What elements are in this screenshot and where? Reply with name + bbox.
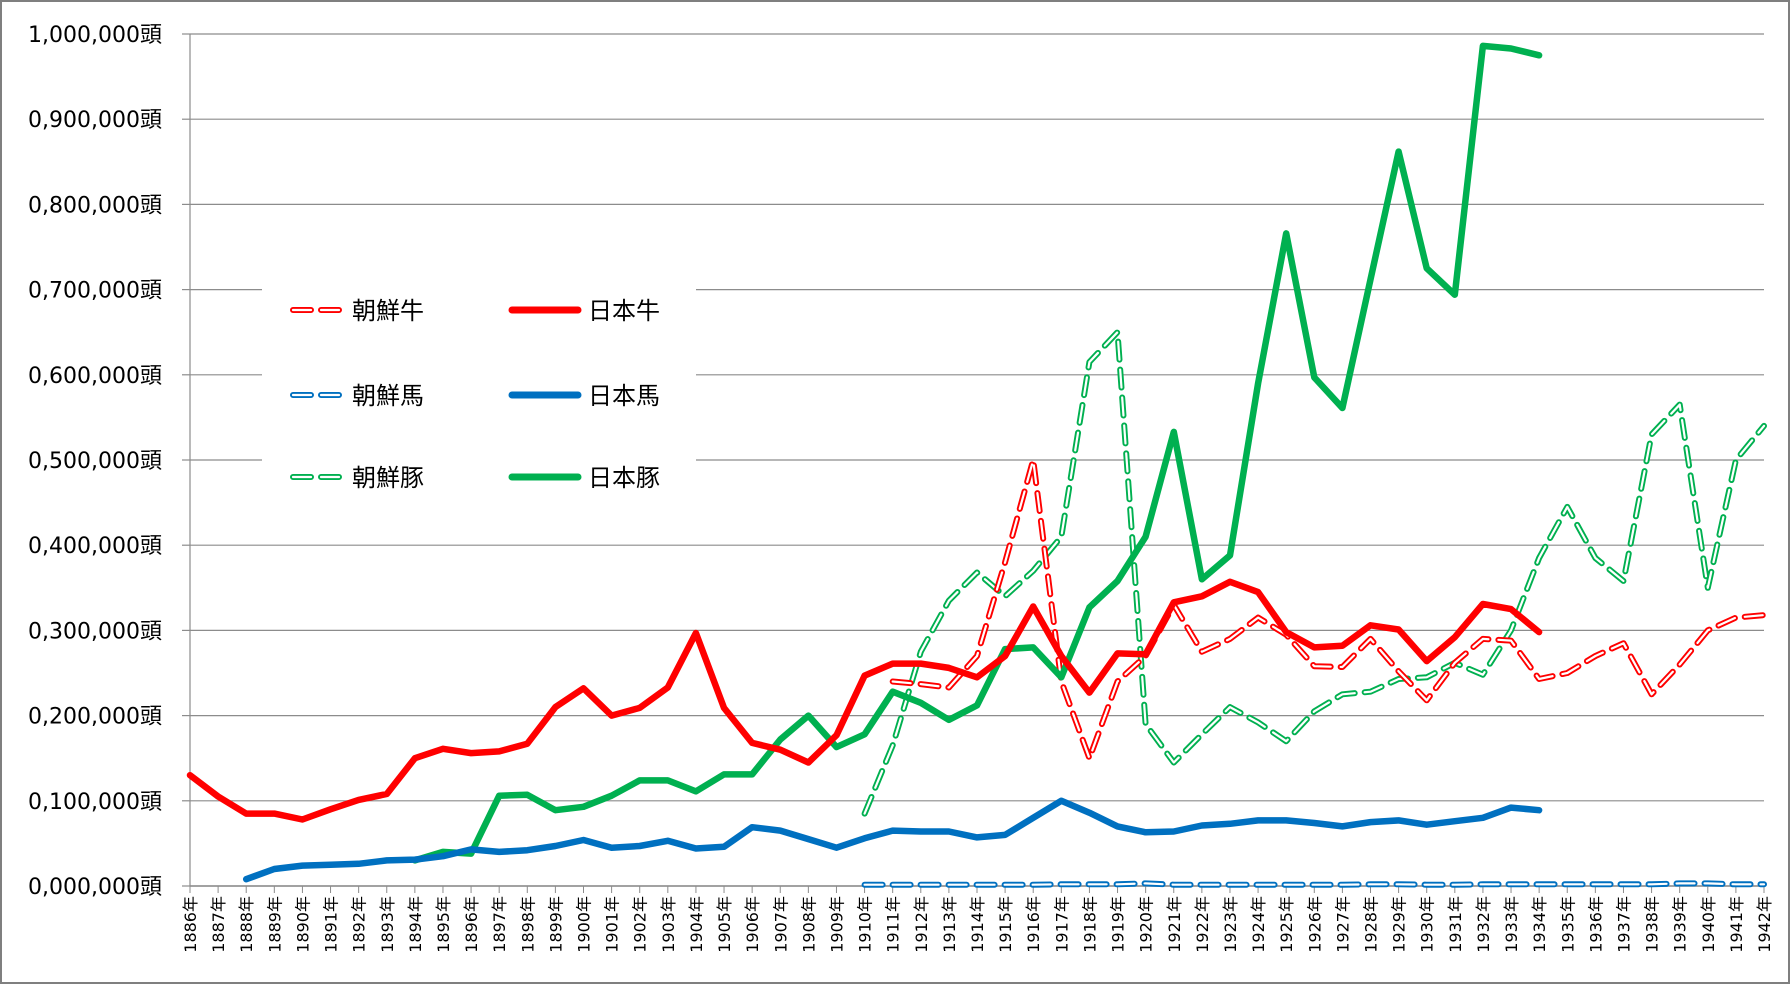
legend-label-5: 日本豚 <box>588 464 660 492</box>
x-tick-label-21: 1907年 <box>771 896 790 953</box>
x-tick-label-14: 1900年 <box>575 896 594 953</box>
series-2 <box>861 880 1767 888</box>
series-3 <box>242 797 1543 883</box>
x-tick-label-9: 1895年 <box>434 896 453 953</box>
x-tick-label-10: 1896年 <box>462 896 481 953</box>
x-tick-label-2: 1888年 <box>237 896 256 953</box>
x-tick-label-41: 1927年 <box>1333 896 1352 953</box>
x-tick-label-45: 1931年 <box>1446 896 1465 953</box>
x-tick-label-35: 1921年 <box>1165 896 1184 953</box>
legend-label-2: 朝鮮馬 <box>352 382 424 410</box>
x-tick-label-44: 1930年 <box>1418 896 1437 953</box>
x-tick-label-15: 1901年 <box>603 896 622 953</box>
legend-label-3: 日本馬 <box>588 382 660 410</box>
x-tick-label-48: 1934年 <box>1530 896 1549 953</box>
series-1 <box>186 578 1543 823</box>
x-tick-label-18: 1904年 <box>687 896 706 953</box>
x-tick-label-38: 1924年 <box>1249 896 1268 953</box>
legend-item-2: 朝鮮馬 <box>290 382 424 410</box>
x-tick-label-12: 1898年 <box>518 896 537 953</box>
x-tick-label-0: 1886年 <box>181 896 200 953</box>
y-tick-label-10: 1,000,000頭 <box>28 23 162 48</box>
x-tick-label-26: 1912年 <box>912 896 931 953</box>
y-tick-label-1: 0,100,000頭 <box>28 790 162 815</box>
series-4 <box>861 329 1767 817</box>
y-tick-label-7: 0,700,000頭 <box>28 279 162 304</box>
x-tick-label-36: 1922年 <box>1193 896 1212 953</box>
x-tick-label-29: 1915年 <box>996 896 1015 953</box>
x-tick-label-51: 1937年 <box>1614 896 1633 953</box>
x-tick-label-13: 1899年 <box>546 896 565 953</box>
x-tick-label-4: 1890年 <box>293 896 312 953</box>
x-axis: 1886年 1887年 1888年 1889年 1890年 1891年 1892年 1893年… <box>181 885 1774 953</box>
legend-label-1: 日本牛 <box>588 297 660 325</box>
y-tick-label-5: 0,500,000頭 <box>28 449 162 474</box>
series-4-line-inner-0 <box>863 331 1766 815</box>
y-tick-label-4: 0,400,000頭 <box>28 534 162 559</box>
x-tick-label-53: 1939年 <box>1671 896 1690 953</box>
x-tick-label-3: 1889年 <box>265 896 284 953</box>
x-tick-label-1: 1887年 <box>209 896 228 953</box>
x-tick-label-31: 1917年 <box>1052 896 1071 953</box>
y-axis: 0,000,000頭 0,100,000頭 0,200,000頭 0,300,000頭… <box>28 23 191 900</box>
legend-item-0: 朝鮮牛 <box>290 297 424 325</box>
x-tick-label-17: 1903年 <box>659 896 678 953</box>
y-tick-label-8: 0,800,000頭 <box>28 193 162 218</box>
series-0 <box>889 457 1767 762</box>
x-tick-label-46: 1932年 <box>1474 896 1493 953</box>
legend-label-0: 朝鮮牛 <box>352 297 424 325</box>
x-tick-label-43: 1929年 <box>1390 896 1409 953</box>
series-0-line-inner-0 <box>891 458 1766 760</box>
legend-item-4: 朝鮮豚 <box>290 464 424 492</box>
legend-item-3: 日本馬 <box>508 382 660 410</box>
x-tick-label-54: 1940年 <box>1699 896 1718 953</box>
x-tick-label-16: 1902年 <box>631 896 650 953</box>
x-tick-label-19: 1905年 <box>715 896 734 953</box>
x-tick-label-39: 1925年 <box>1277 896 1296 953</box>
y-tick-label-9: 0,900,000頭 <box>28 108 162 133</box>
x-tick-label-20: 1906年 <box>743 896 762 953</box>
y-tick-label-6: 0,600,000頭 <box>28 364 162 389</box>
legend-item-5: 日本豚 <box>508 464 660 492</box>
y-tick-label-2: 0,200,000頭 <box>28 705 162 730</box>
x-tick-label-56: 1942年 <box>1755 896 1774 953</box>
x-tick-label-6: 1892年 <box>350 896 369 953</box>
series-2-line-inner-0 <box>863 882 1766 886</box>
x-tick-label-47: 1933年 <box>1502 896 1521 953</box>
series-3-line-0 <box>242 797 1543 883</box>
y-tick-label-3: 0,300,000頭 <box>28 619 162 644</box>
x-tick-label-42: 1928年 <box>1362 896 1381 953</box>
y-tick-label-0: 0,000,000頭 <box>28 875 162 900</box>
series-1-line-0 <box>186 578 1543 823</box>
x-tick-label-25: 1911年 <box>884 896 903 953</box>
x-tick-label-32: 1918年 <box>1080 896 1099 953</box>
legend-label-4: 朝鮮豚 <box>352 464 424 492</box>
x-tick-label-27: 1913年 <box>940 896 959 953</box>
x-tick-label-37: 1923年 <box>1221 896 1240 953</box>
series-5 <box>411 42 1543 864</box>
x-tick-label-7: 1893年 <box>378 896 397 953</box>
x-tick-label-28: 1914年 <box>968 896 987 953</box>
series-5-line-0 <box>411 42 1543 864</box>
x-tick-label-24: 1910年 <box>856 896 875 953</box>
x-tick-label-5: 1891年 <box>322 896 341 953</box>
legend-background <box>262 262 696 512</box>
x-tick-label-40: 1926年 <box>1305 896 1324 953</box>
x-tick-label-49: 1935年 <box>1558 896 1577 953</box>
x-tick-label-52: 1938年 <box>1643 896 1662 953</box>
legend-item-1: 日本牛 <box>508 297 660 325</box>
x-tick-label-30: 1916年 <box>1024 896 1043 953</box>
x-tick-label-50: 1936年 <box>1586 896 1605 953</box>
x-tick-label-23: 1909年 <box>827 896 846 953</box>
series-layer <box>186 42 1767 888</box>
x-tick-label-11: 1897年 <box>490 896 509 953</box>
x-tick-label-55: 1941年 <box>1727 896 1746 953</box>
x-tick-label-22: 1908年 <box>799 896 818 953</box>
x-tick-label-8: 1894年 <box>406 896 425 953</box>
x-tick-label-34: 1920年 <box>1137 896 1156 953</box>
x-tick-label-33: 1919年 <box>1109 896 1128 953</box>
